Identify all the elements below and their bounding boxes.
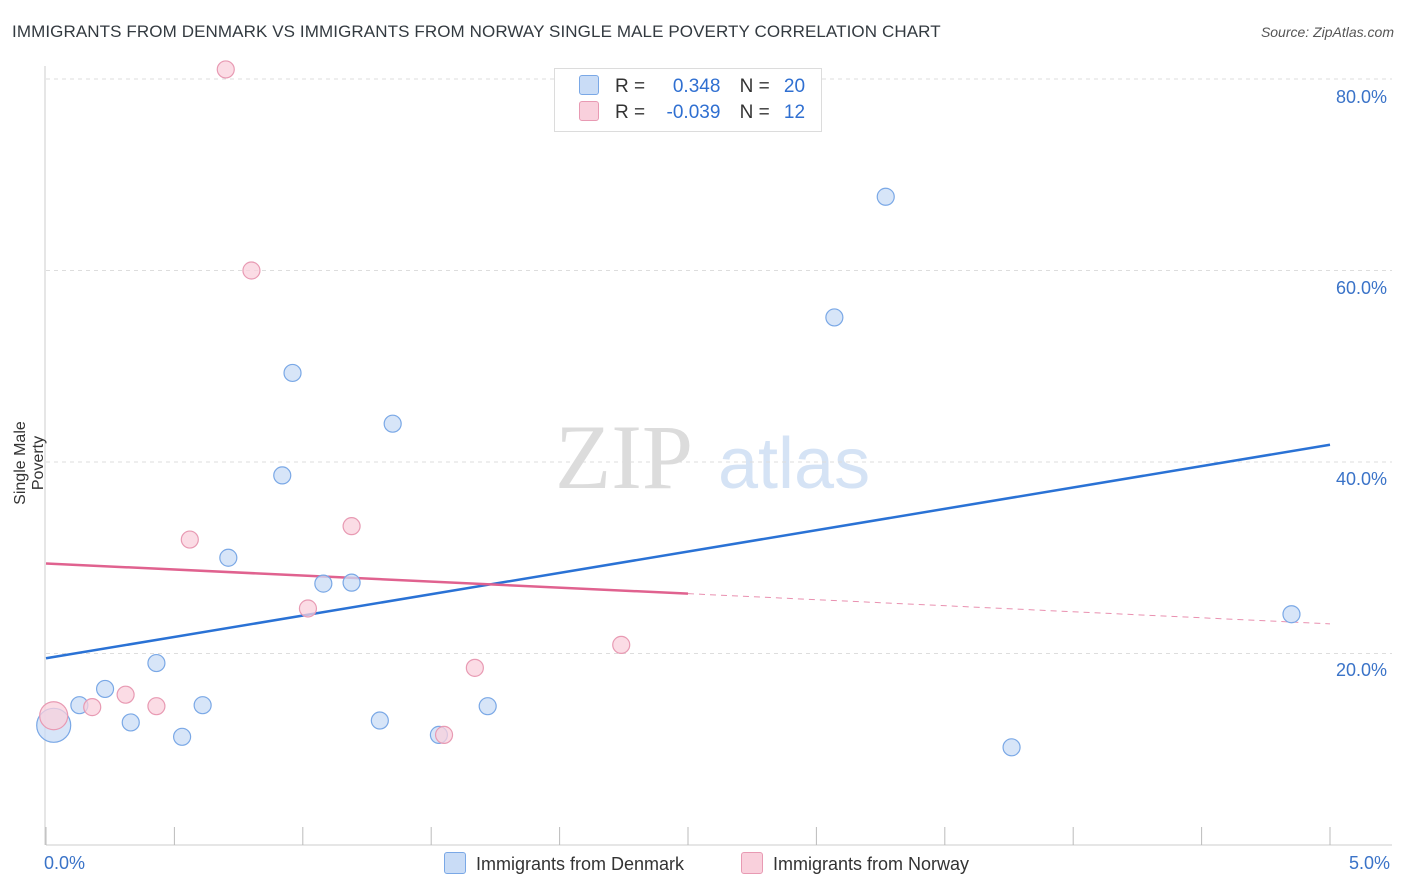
- point-1-1: [83, 698, 102, 717]
- watermark-atlas: atlas: [718, 424, 870, 504]
- y-tick-label-40: 40.0%: [1336, 469, 1388, 489]
- stats-legend: R = 0.348 N = 20 R = -0.039 N = 12: [554, 68, 822, 132]
- point-0-19: [1282, 605, 1301, 624]
- point-0-5: [173, 727, 192, 746]
- y-tick-label-60: 60.0%: [1336, 278, 1388, 298]
- n-label: N =: [739, 102, 770, 123]
- point-1-3: [147, 697, 166, 716]
- point-0-15: [478, 697, 497, 716]
- trend-line-1: [45, 562, 689, 595]
- denmark-legend-label: Immigrants from Denmark: [476, 854, 685, 874]
- norway-swatch: [579, 101, 599, 121]
- norway-legend-label: Immigrants from Norway: [773, 854, 970, 874]
- denmark-swatch: [579, 75, 599, 95]
- stats-row-denmark: R = 0.348 N = 20: [579, 75, 805, 99]
- point-0-12: [383, 414, 402, 433]
- y-axis-label: Single Male Poverty: [12, 421, 47, 505]
- point-0-18: [1002, 738, 1021, 757]
- y-tick-label-20: 20.0%: [1336, 660, 1388, 680]
- legend-item-norway[interactable]: Immigrants from Norway: [741, 852, 969, 875]
- denmark-legend-swatch: [444, 852, 466, 874]
- point-1-9: [434, 725, 454, 744]
- norway-legend-swatch: [741, 852, 763, 874]
- x-tick-label-min: 0.0%: [44, 853, 86, 873]
- point-1-10: [465, 658, 484, 677]
- point-1-11: [612, 635, 631, 654]
- point-1-4: [180, 530, 199, 549]
- point-0-13: [370, 711, 389, 730]
- point-1-7: [298, 599, 318, 618]
- point-0-2: [95, 679, 115, 699]
- r-value-norway: -0.039: [666, 102, 721, 123]
- point-1-6: [242, 261, 261, 280]
- point-1-2: [116, 685, 135, 704]
- n-label: N =: [739, 76, 770, 97]
- point-0-7: [219, 548, 238, 567]
- stats-row-norway: R = -0.039 N = 12: [579, 101, 805, 125]
- grid-lines: [46, 78, 1392, 654]
- trend-extension-1: [687, 593, 1331, 625]
- n-value-denmark: 20: [783, 76, 806, 97]
- point-0-11: [342, 573, 361, 592]
- point-0-17: [876, 187, 895, 206]
- r-value-denmark: 0.348: [672, 76, 721, 97]
- point-1-0: [39, 701, 69, 731]
- point-0-6: [193, 696, 212, 715]
- trend-lines: [45, 443, 1331, 660]
- point-1-8: [342, 517, 361, 536]
- x-tick-label-max: 5.0%: [1349, 853, 1391, 873]
- point-0-9: [283, 363, 302, 383]
- point-0-10: [314, 574, 333, 593]
- source-label: Source: ZipAtlas.com: [1260, 24, 1394, 40]
- y-tick-label-80: 80.0%: [1336, 87, 1388, 107]
- data-points: [36, 60, 1301, 757]
- trend-line-0: [45, 443, 1331, 660]
- legend-item-denmark[interactable]: Immigrants from Denmark: [444, 852, 684, 875]
- point-0-8: [273, 466, 292, 485]
- chart-title: IMMIGRANTS FROM DENMARK VS IMMIGRANTS FR…: [12, 22, 941, 41]
- point-0-16: [825, 308, 844, 327]
- point-0-4: [147, 653, 166, 673]
- watermark-zip: ZIP: [555, 406, 693, 508]
- r-label: R =: [615, 76, 646, 97]
- r-label: R =: [615, 102, 646, 123]
- point-0-3: [121, 713, 140, 732]
- n-value-norway: 12: [783, 102, 806, 123]
- point-1-5: [216, 60, 235, 79]
